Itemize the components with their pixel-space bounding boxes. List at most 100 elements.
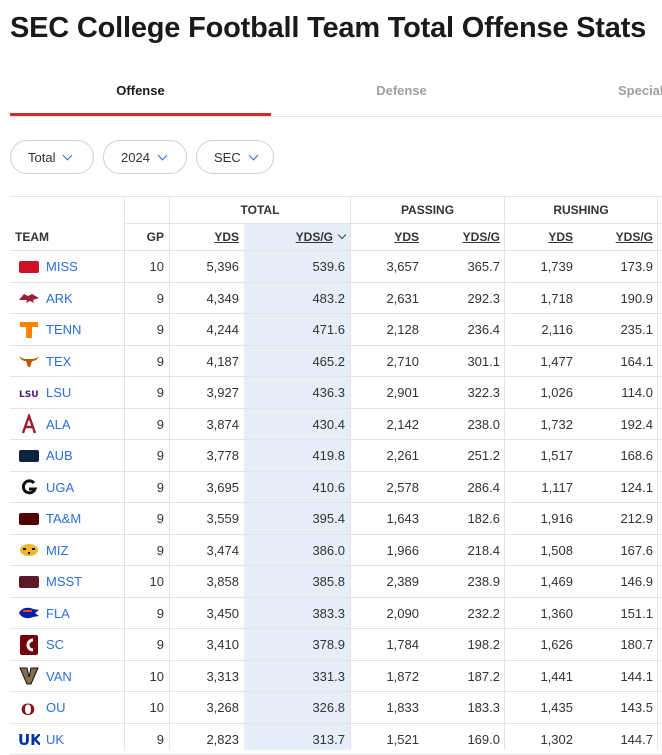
group-header-divider [124,223,662,224]
cell-gp: 9 [124,724,164,755]
cell-total-ydsg: 539.6 [260,251,345,283]
team-link[interactable]: UK [46,724,64,755]
cell-total-yds: 3,927 [180,377,239,409]
tab-defense[interactable]: Defense [271,76,532,115]
stat-type-value: Total [28,150,55,165]
team-link[interactable]: SC [46,629,64,661]
cell-gp: 9 [124,377,164,409]
ou-logo-icon[interactable]: O [17,692,41,724]
tab-special[interactable]: Special [582,76,662,115]
v-logo-icon[interactable] [17,661,41,693]
tab-offense[interactable]: Offense [10,76,271,115]
column-header-rush-ydsg[interactable]: YDS/G [585,224,653,251]
atm-logo-icon[interactable] [17,503,41,535]
cell-total-yds: 4,349 [180,283,239,315]
team-link[interactable]: VAN [46,661,72,693]
cell-rush-ydsg: 144.1 [585,661,653,693]
cell-total-ydsg: 326.8 [260,692,345,724]
cell-pass-yds: 2,710 [355,346,419,378]
team-link[interactable]: MIZ [46,535,68,567]
cell-rush-ydsg: 124.1 [585,472,653,504]
longhorn-logo-icon[interactable] [17,346,41,378]
header-bottom-border [10,250,662,251]
cell-pass-yds: 1,784 [355,629,419,661]
cell-total-ydsg: 483.2 [260,283,345,315]
team-link[interactable]: TEX [46,346,71,378]
cell-total-ydsg: 385.8 [260,566,345,598]
cell-pass-yds: 1,833 [355,692,419,724]
cell-pass-yds: 1,521 [355,724,419,755]
tiger-logo-icon[interactable] [17,535,41,567]
ole-miss-logo-icon[interactable] [17,251,41,283]
column-header-pass-ydsg[interactable]: YDS/G [430,224,500,251]
column-divider [169,196,170,750]
cell-total-yds: 3,695 [180,472,239,504]
power-t-logo-icon[interactable] [17,314,41,346]
team-link[interactable]: ALA [46,409,71,441]
cell-rush-yds: 1,117 [510,472,573,504]
team-link[interactable]: TENN [46,314,81,346]
cell-rush-ydsg: 143.5 [585,692,653,724]
column-header-total-ydsg[interactable]: YDS/G [260,224,345,251]
team-link[interactable]: ARK [46,283,73,315]
team-link[interactable]: OU [46,692,66,724]
column-header-pass-yds[interactable]: YDS [355,224,419,251]
cell-gp: 9 [124,346,164,378]
uk-logo-icon[interactable]: UK [17,724,41,755]
conference-dropdown[interactable]: SEC [196,140,274,174]
cell-pass-yds: 2,142 [355,409,419,441]
cell-rush-ydsg: 190.9 [585,283,653,315]
au-logo-icon[interactable] [17,440,41,472]
team-link[interactable]: MISS [46,251,78,283]
cell-total-ydsg: 313.7 [260,724,345,755]
gator-logo-icon[interactable] [17,598,41,630]
column-header-total-ydsg-label: YDS/G [296,230,333,244]
team-link[interactable]: FLA [46,598,70,630]
team-link[interactable]: UGA [46,472,74,504]
stat-type-dropdown[interactable]: Total [10,140,94,174]
cell-rush-yds: 1,469 [510,566,573,598]
cell-pass-yds: 2,389 [355,566,419,598]
cell-gp: 9 [124,535,164,567]
svg-text:UK: UK [18,731,40,747]
cell-rush-ydsg: 192.4 [585,409,653,441]
razorback-logo-icon[interactable] [17,283,41,315]
column-header-total-yds[interactable]: YDS [180,224,239,251]
team-link[interactable]: AUB [46,440,73,472]
msst-logo-icon[interactable] [17,566,41,598]
cell-pass-ydsg: 183.3 [430,692,500,724]
cell-pass-yds: 1,643 [355,503,419,535]
group-header-total: TOTAL [170,196,350,224]
cell-pass-ydsg: 322.3 [430,377,500,409]
column-divider [350,196,351,750]
team-link[interactable]: TA&M [46,503,81,535]
table-top-border [10,196,662,197]
cell-total-yds: 3,778 [180,440,239,472]
cell-rush-yds: 1,517 [510,440,573,472]
cell-pass-ydsg: 301.1 [430,346,500,378]
cell-total-yds: 3,858 [180,566,239,598]
cell-pass-ydsg: 169.0 [430,724,500,755]
cell-pass-yds: 2,578 [355,472,419,504]
column-divider [657,196,658,750]
column-header-rush-yds[interactable]: YDS [510,224,573,251]
season-dropdown[interactable]: 2024 [103,140,187,174]
script-a-logo-icon[interactable] [17,409,41,441]
team-link[interactable]: MSST [46,566,82,598]
cell-total-yds: 3,450 [180,598,239,630]
cell-pass-yds: 1,872 [355,661,419,693]
cell-total-ydsg: 430.4 [260,409,345,441]
cell-total-ydsg: 331.3 [260,661,345,693]
g-logo-icon[interactable] [17,472,41,504]
team-link[interactable]: LSU [46,377,71,409]
cell-pass-ydsg: 218.4 [430,535,500,567]
cell-gp: 9 [124,314,164,346]
cell-pass-yds: 2,901 [355,377,419,409]
gamecock-logo-icon[interactable] [17,629,41,661]
lsu-logo-icon[interactable]: LSU [17,377,41,409]
